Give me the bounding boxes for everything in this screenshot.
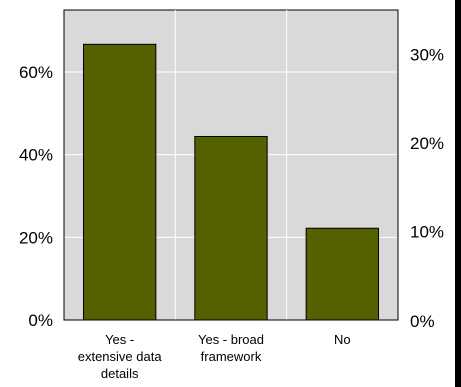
right-y-tick-label: 30%	[410, 45, 444, 64]
x-category-label-line: Yes -	[105, 332, 134, 347]
right-y-tick-label: 10%	[410, 222, 444, 241]
left-y-tick-label: 40%	[19, 146, 53, 165]
right-edge-bar	[455, 0, 461, 387]
x-category-label-line: extensive data	[78, 349, 163, 364]
x-category-label-line: No	[334, 332, 351, 347]
bar	[305, 227, 380, 321]
x-category-label-line: details	[101, 366, 139, 381]
left-y-tick-label: 0%	[28, 311, 53, 330]
bar	[82, 43, 157, 321]
right-y-tick-label: 20%	[410, 134, 444, 153]
axes	[63, 10, 399, 321]
x-category-label: Yes - broad framework	[198, 332, 264, 364]
left-y-tick-label: 60%	[19, 63, 53, 82]
x-category-label: Yes - extensive data details	[78, 332, 163, 381]
x-axis-category-labels: Yes - extensive data details Yes - broad fra…	[78, 332, 351, 381]
left-y-tick-label: 20%	[19, 228, 53, 247]
right-y-tick-label: 0%	[410, 312, 435, 331]
right-y-axis-ticks: 0% 10% 20% 30%	[410, 45, 444, 331]
x-category-label-line: framework	[201, 349, 262, 364]
bar	[194, 135, 268, 321]
x-category-label-line: Yes - broad	[198, 332, 264, 347]
bars	[82, 43, 380, 321]
left-y-axis-ticks: 0% 20% 40% 60%	[19, 63, 53, 330]
x-category-label: No	[334, 332, 351, 347]
